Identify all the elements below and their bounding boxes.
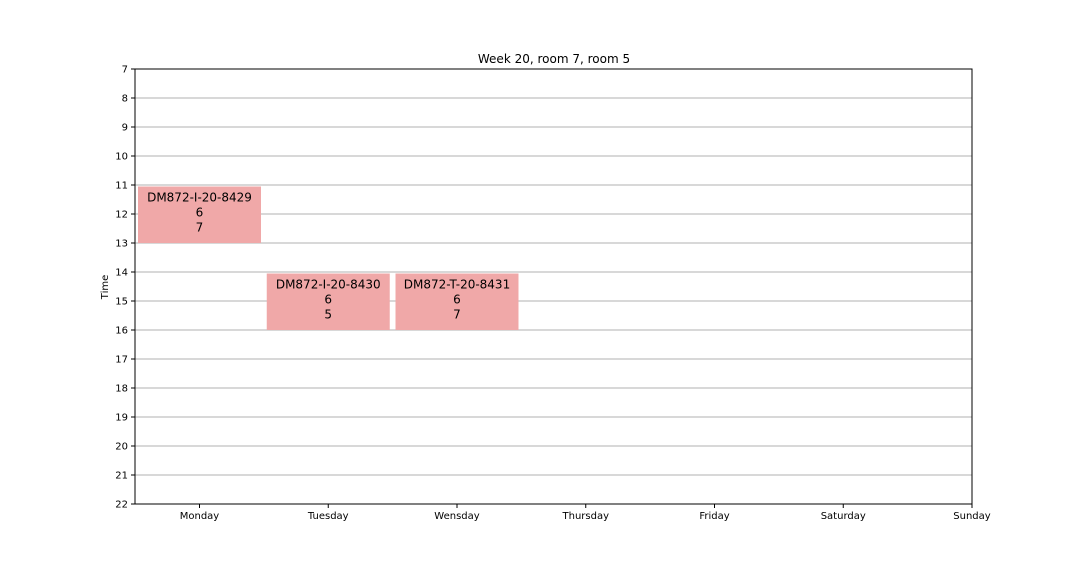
grid-lines xyxy=(135,68,972,505)
event-label-line: DM872-I-20-8429 xyxy=(147,191,252,205)
y-tick-label: 20 xyxy=(115,442,128,453)
x-tick-label: Thursday xyxy=(562,511,610,522)
x-tick-label: Monday xyxy=(180,511,220,522)
y-tick-label: 15 xyxy=(115,297,128,308)
y-tick-label: 11 xyxy=(115,181,128,192)
y-tick-label: 19 xyxy=(115,413,128,424)
x-tick-label: Saturday xyxy=(821,511,866,522)
event-label-line: 5 xyxy=(324,308,332,322)
event-rect xyxy=(266,273,390,330)
event-label-line: 6 xyxy=(324,293,332,307)
y-tick-label: 13 xyxy=(115,239,128,250)
y-tick-label: 10 xyxy=(115,152,128,163)
y-tick-label: 22 xyxy=(115,500,128,511)
x-tick-label: Sunday xyxy=(953,511,990,522)
event-label-line: DM872-I-20-8430 xyxy=(276,278,381,292)
y-tick-label: 8 xyxy=(122,94,128,105)
y-tick-label: 21 xyxy=(115,471,128,482)
y-tick-label: 16 xyxy=(115,326,128,337)
event-label-line: DM872-T-20-8431 xyxy=(404,278,510,292)
x-tick-label: Wensday xyxy=(434,511,479,522)
event-label-line: 7 xyxy=(196,221,204,235)
event-label-line: 6 xyxy=(196,206,204,220)
plot-frame xyxy=(134,68,973,505)
y-tick-label: 17 xyxy=(115,355,128,366)
event-rect xyxy=(138,186,261,243)
chart-title: Week 20, room 7, room 5 xyxy=(478,52,630,66)
y-tick-label: 14 xyxy=(115,268,128,279)
y-axis-label: Time xyxy=(100,275,111,300)
x-tick-label: Tuesday xyxy=(307,511,349,522)
y-tick-label: 7 xyxy=(122,65,128,76)
y-tick-label: 18 xyxy=(115,384,128,395)
event-label-line: 6 xyxy=(453,293,461,307)
y-axis-ticks: 7 8 9 10 11 12 13 14 15 16 17 18 19 20 21 22 xyxy=(115,65,135,511)
event-label-line: 7 xyxy=(453,308,461,322)
y-tick-label: 12 xyxy=(115,210,128,221)
events-layer: DM872-I-20-842967DM872-I-20-843065DM872-… xyxy=(138,186,519,331)
event-rect xyxy=(395,273,519,330)
x-axis-ticks: Monday Tuesday Wensday Thursday Friday Saturd… xyxy=(180,504,991,522)
x-tick-label: Friday xyxy=(699,511,729,522)
y-tick-label: 9 xyxy=(122,123,128,134)
